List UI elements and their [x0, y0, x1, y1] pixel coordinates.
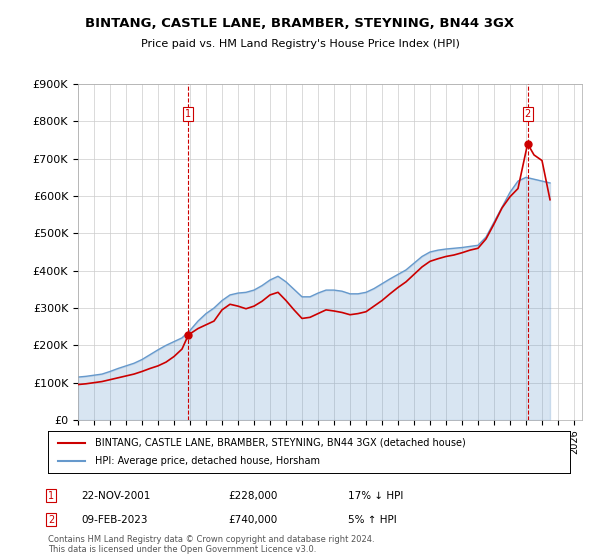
Text: £740,000: £740,000 — [228, 515, 277, 525]
Text: 1: 1 — [48, 491, 54, 501]
Text: BINTANG, CASTLE LANE, BRAMBER, STEYNING, BN44 3GX: BINTANG, CASTLE LANE, BRAMBER, STEYNING,… — [85, 17, 515, 30]
Text: 5% ↑ HPI: 5% ↑ HPI — [348, 515, 397, 525]
Text: 09-FEB-2023: 09-FEB-2023 — [81, 515, 148, 525]
Text: £228,000: £228,000 — [228, 491, 277, 501]
Text: Contains HM Land Registry data © Crown copyright and database right 2024.
This d: Contains HM Land Registry data © Crown c… — [48, 535, 374, 554]
Text: BINTANG, CASTLE LANE, BRAMBER, STEYNING, BN44 3GX (detached house): BINTANG, CASTLE LANE, BRAMBER, STEYNING,… — [95, 438, 466, 448]
Text: 2: 2 — [48, 515, 54, 525]
Text: 2: 2 — [524, 109, 531, 119]
Text: 17% ↓ HPI: 17% ↓ HPI — [348, 491, 403, 501]
Text: 1: 1 — [185, 109, 191, 119]
Text: HPI: Average price, detached house, Horsham: HPI: Average price, detached house, Hors… — [95, 456, 320, 466]
Text: 22-NOV-2001: 22-NOV-2001 — [81, 491, 151, 501]
Text: Price paid vs. HM Land Registry's House Price Index (HPI): Price paid vs. HM Land Registry's House … — [140, 39, 460, 49]
